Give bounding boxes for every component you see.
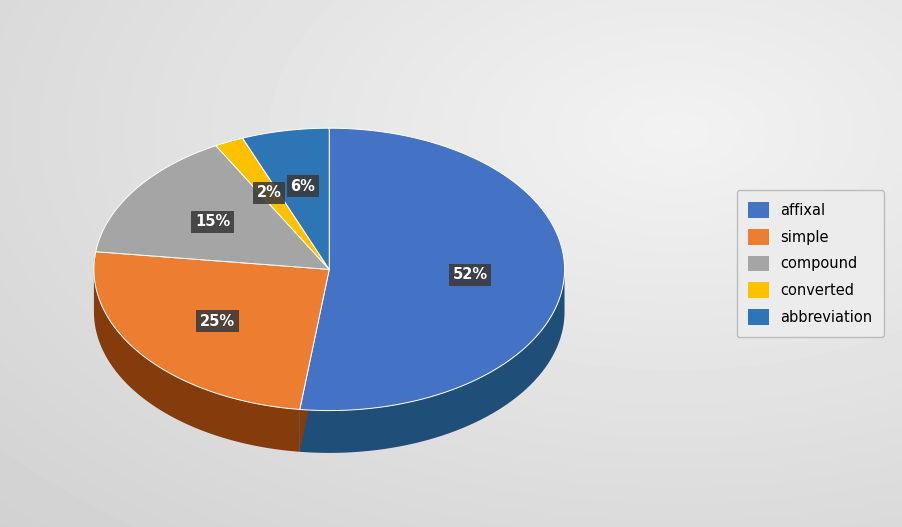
Polygon shape <box>216 138 329 269</box>
Polygon shape <box>299 128 565 411</box>
Text: 6%: 6% <box>290 179 315 193</box>
Polygon shape <box>94 270 299 452</box>
Polygon shape <box>94 252 329 409</box>
Polygon shape <box>299 269 329 452</box>
Polygon shape <box>299 269 329 452</box>
Text: 15%: 15% <box>195 214 230 229</box>
Text: 25%: 25% <box>200 314 235 329</box>
Legend: affixal, simple, compound, converted, abbreviation: affixal, simple, compound, converted, ab… <box>737 190 884 337</box>
Text: 52%: 52% <box>453 267 488 282</box>
Text: 2%: 2% <box>257 185 281 200</box>
Polygon shape <box>243 128 329 269</box>
Polygon shape <box>96 145 329 269</box>
Polygon shape <box>299 271 565 453</box>
